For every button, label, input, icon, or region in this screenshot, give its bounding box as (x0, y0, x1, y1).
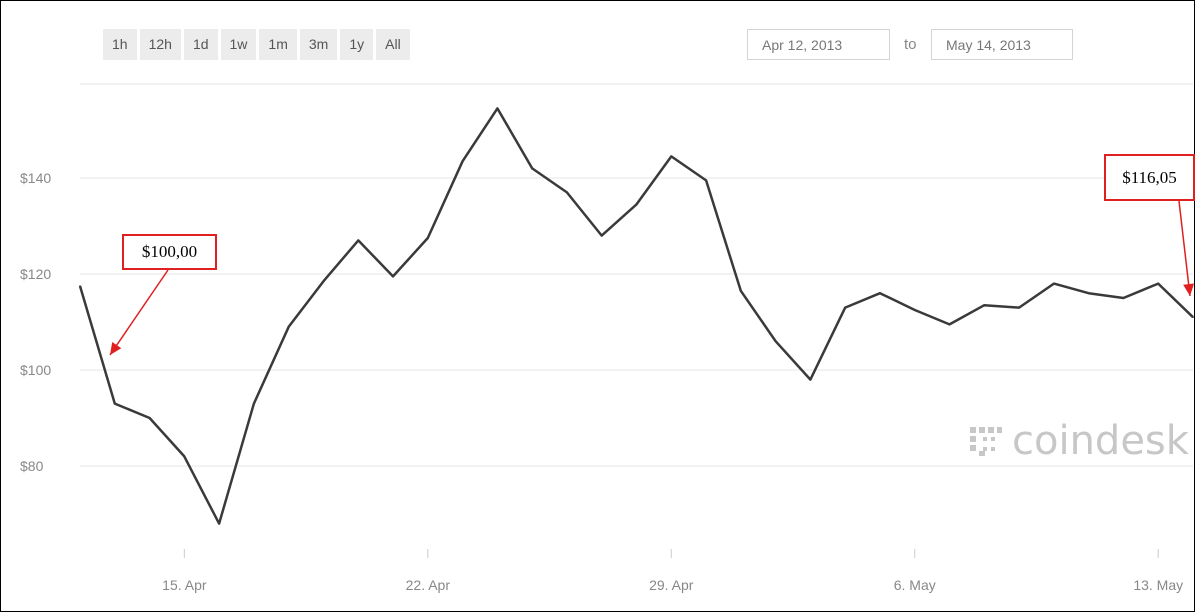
data-point (948, 323, 951, 326)
data-point (253, 402, 255, 405)
data-point (1122, 297, 1125, 299)
data-point (809, 378, 812, 381)
callout-end-price: $116,05 (1104, 154, 1195, 201)
y-tick-label: $140 (20, 170, 51, 186)
range-selector: 1h 12h 1d 1w 1m 3m 1y All (103, 29, 410, 60)
data-point (427, 237, 429, 239)
coindesk-logo-icon (970, 427, 1002, 456)
date-separator-label: to (904, 36, 917, 53)
y-axis: $80 $100 $120 $140 (20, 170, 51, 474)
data-point (218, 522, 220, 525)
x-tick-label: 15. Apr (162, 577, 207, 593)
range-1y-button[interactable]: 1y (340, 29, 374, 60)
coindesk-brand-text: coindesk (1012, 418, 1189, 464)
series-layer (78, 107, 1194, 525)
x-tick-label: 13. May (1133, 577, 1183, 593)
data-point (913, 309, 916, 311)
data-point (322, 280, 325, 283)
x-tick-label: 29. Apr (649, 577, 694, 593)
data-point (600, 234, 603, 237)
arrow-shaft (109, 269, 169, 356)
range-1d-button[interactable]: 1d (183, 29, 218, 60)
data-point (392, 275, 394, 278)
callout-start-price: $100,00 (122, 234, 217, 270)
data-point (635, 203, 638, 206)
data-point (113, 402, 116, 405)
data-point (983, 304, 986, 307)
data-point (287, 326, 290, 328)
range-1m-button[interactable]: 1m (259, 29, 297, 60)
data-point (496, 107, 499, 110)
x-axis: 15. Apr 22. Apr 29. Apr 6. May 13. May (162, 549, 1183, 593)
data-point (357, 239, 360, 242)
arrow-shaft (1178, 200, 1191, 297)
data-point (774, 340, 777, 343)
data-point (531, 167, 533, 170)
arrow-start-price (109, 269, 169, 356)
data-point (566, 191, 568, 194)
arrow-head (1183, 283, 1195, 296)
data-point (148, 417, 151, 419)
coindesk-watermark: coindesk (968, 418, 1189, 464)
arrow-end-price (1178, 200, 1195, 297)
grid-lines (80, 83, 1193, 467)
data-point (79, 285, 81, 287)
data-point (461, 160, 464, 162)
x-tick-label: 6. May (894, 577, 936, 593)
data-point (1053, 282, 1055, 285)
data-point (1087, 292, 1090, 295)
y-tick-label: $120 (20, 266, 51, 282)
annotation-arrows (109, 200, 1195, 356)
range-12h-button[interactable]: 12h (139, 29, 181, 60)
range-3m-button[interactable]: 3m (299, 29, 338, 60)
range-all-button[interactable]: All (376, 29, 410, 60)
arrow-head (110, 341, 122, 355)
data-point (844, 306, 846, 309)
y-tick-label: $100 (20, 362, 51, 378)
data-point (670, 155, 673, 158)
x-tick-label: 22. Apr (406, 577, 451, 593)
data-point (705, 179, 707, 182)
data-point (1157, 282, 1160, 285)
y-tick-label: $80 (20, 458, 44, 474)
data-point (1192, 316, 1194, 319)
data-point (740, 290, 742, 292)
date-from-input[interactable]: Apr 12, 2013 (747, 29, 890, 60)
range-1h-button[interactable]: 1h (103, 29, 137, 60)
range-1w-button[interactable]: 1w (220, 29, 257, 60)
data-point (183, 455, 186, 458)
data-point (879, 292, 881, 295)
date-to-input[interactable]: May 14, 2013 (931, 29, 1073, 60)
data-point (1018, 306, 1020, 309)
